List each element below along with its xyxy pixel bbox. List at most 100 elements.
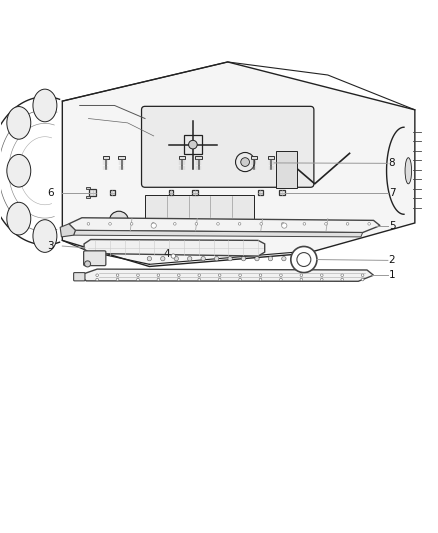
Circle shape — [291, 246, 317, 272]
Polygon shape — [80, 269, 374, 281]
Circle shape — [137, 278, 139, 281]
Circle shape — [161, 256, 165, 261]
Circle shape — [157, 274, 160, 277]
Circle shape — [279, 278, 282, 281]
Text: 3: 3 — [47, 241, 53, 251]
Circle shape — [147, 256, 152, 261]
Circle shape — [300, 274, 303, 277]
Circle shape — [189, 140, 197, 149]
Circle shape — [321, 278, 323, 281]
Circle shape — [300, 278, 303, 281]
Circle shape — [238, 223, 241, 225]
Circle shape — [259, 274, 262, 277]
Text: 4: 4 — [163, 249, 170, 260]
Circle shape — [361, 278, 364, 281]
Circle shape — [217, 223, 219, 225]
Ellipse shape — [33, 220, 57, 252]
Polygon shape — [74, 230, 363, 237]
Circle shape — [219, 278, 221, 281]
Bar — [169, 190, 173, 195]
Circle shape — [295, 256, 300, 261]
Text: 6: 6 — [47, 188, 53, 198]
Bar — [192, 190, 198, 195]
Bar — [276, 151, 297, 188]
Bar — [195, 156, 201, 159]
Circle shape — [171, 254, 176, 258]
Circle shape — [346, 223, 349, 225]
Circle shape — [361, 274, 364, 277]
Ellipse shape — [7, 155, 31, 187]
Circle shape — [116, 278, 119, 281]
Bar — [251, 156, 257, 159]
Circle shape — [109, 223, 111, 225]
FancyBboxPatch shape — [141, 107, 314, 187]
Text: 8: 8 — [389, 158, 396, 168]
Bar — [86, 196, 90, 198]
Circle shape — [260, 223, 262, 225]
Circle shape — [198, 274, 201, 277]
Circle shape — [110, 211, 128, 230]
Circle shape — [174, 256, 178, 261]
Circle shape — [152, 223, 155, 225]
Circle shape — [341, 274, 343, 277]
Bar — [103, 156, 109, 159]
Bar — [89, 189, 96, 196]
Circle shape — [239, 274, 241, 277]
Circle shape — [341, 278, 343, 281]
FancyBboxPatch shape — [84, 251, 106, 265]
Bar — [118, 156, 124, 159]
Circle shape — [173, 223, 176, 225]
Polygon shape — [69, 218, 380, 232]
Circle shape — [87, 223, 90, 225]
Circle shape — [85, 261, 91, 267]
Circle shape — [255, 256, 259, 261]
Bar — [86, 187, 90, 189]
Circle shape — [96, 274, 99, 277]
Circle shape — [325, 223, 327, 225]
Text: 5: 5 — [389, 221, 396, 231]
Bar — [110, 190, 115, 195]
Ellipse shape — [33, 89, 57, 122]
FancyBboxPatch shape — [74, 272, 85, 281]
Circle shape — [187, 256, 192, 261]
Circle shape — [368, 223, 371, 225]
Circle shape — [303, 223, 306, 225]
Circle shape — [151, 223, 156, 228]
Ellipse shape — [405, 158, 412, 184]
Ellipse shape — [7, 203, 31, 235]
Circle shape — [282, 223, 287, 228]
Circle shape — [241, 158, 250, 166]
Circle shape — [177, 274, 180, 277]
Circle shape — [201, 256, 205, 261]
Circle shape — [259, 278, 262, 281]
Circle shape — [241, 256, 246, 261]
Ellipse shape — [7, 107, 31, 139]
Circle shape — [219, 274, 221, 277]
Circle shape — [157, 278, 160, 281]
Bar — [145, 195, 254, 219]
Circle shape — [239, 278, 241, 281]
Polygon shape — [84, 239, 265, 256]
Bar — [279, 190, 285, 195]
Circle shape — [279, 274, 282, 277]
Circle shape — [96, 278, 99, 281]
Bar — [179, 156, 185, 159]
Circle shape — [131, 223, 133, 225]
Bar — [258, 190, 263, 195]
Circle shape — [195, 223, 198, 225]
Text: 7: 7 — [389, 188, 396, 198]
Polygon shape — [62, 62, 415, 266]
Circle shape — [321, 274, 323, 277]
Text: 2: 2 — [389, 255, 396, 265]
Circle shape — [282, 256, 286, 261]
Polygon shape — [60, 224, 75, 237]
Text: 1: 1 — [389, 270, 396, 280]
Circle shape — [282, 223, 284, 225]
Circle shape — [177, 278, 180, 281]
Circle shape — [198, 278, 201, 281]
Circle shape — [116, 274, 119, 277]
Circle shape — [268, 256, 272, 261]
Circle shape — [215, 256, 219, 261]
Bar — [268, 156, 274, 159]
Circle shape — [228, 256, 232, 261]
